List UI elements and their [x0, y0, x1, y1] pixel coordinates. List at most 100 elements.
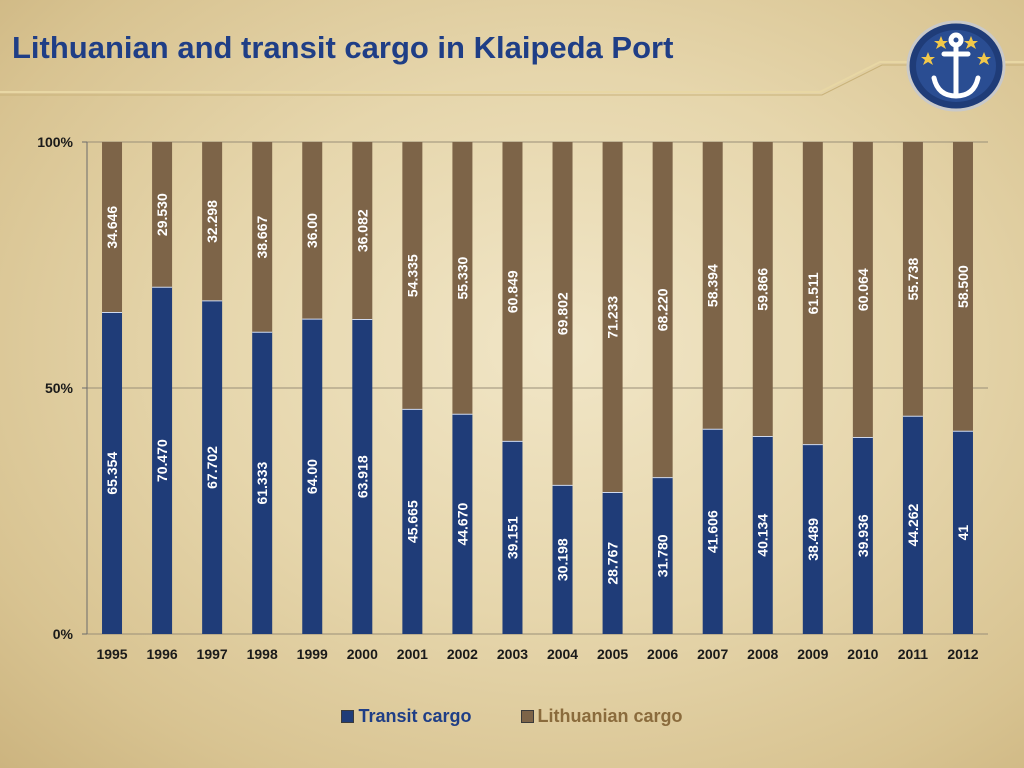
legend-label-lithuanian: Lithuanian cargo	[537, 706, 683, 726]
x-tick-label-1996: 1996	[147, 646, 178, 662]
legend-label-transit: Transit cargo	[358, 706, 472, 726]
legend-item-transit: Transit cargo	[341, 706, 472, 727]
data-label-lithuanian-1997: 32.298	[204, 200, 220, 243]
bar-transit-2012	[952, 431, 973, 634]
bar-lithuanian-2004	[552, 142, 573, 486]
bar-transit-1997	[202, 300, 223, 634]
bar-lithuanian-2010	[852, 142, 873, 438]
data-label-transit-2003: 39.151	[504, 516, 520, 559]
y-axis: 0% 50% 100%	[37, 134, 88, 642]
x-tick-label-2002: 2002	[447, 646, 478, 662]
data-label-transit-2012: 41	[955, 525, 971, 541]
bar-lithuanian-2008	[752, 142, 773, 437]
bar-lithuanian-2007	[702, 142, 723, 430]
x-tick-label-2006: 2006	[647, 646, 678, 662]
bar-lithuanian-2012	[952, 142, 973, 432]
data-label-transit-1995: 65.354	[104, 452, 120, 495]
data-label-transit-2010: 39.936	[855, 514, 871, 557]
data-label-lithuanian-1995: 34.646	[104, 206, 120, 249]
bar-lithuanian-1999	[302, 142, 323, 320]
data-label-lithuanian-2004: 69.802	[555, 292, 571, 335]
data-label-transit-2009: 38.489	[805, 518, 821, 561]
data-label-lithuanian-1999: 36.00	[304, 213, 320, 248]
x-tick-label-2001: 2001	[397, 646, 428, 662]
x-tick-label-2004: 2004	[547, 646, 578, 662]
x-tick-label-2012: 2012	[947, 646, 978, 662]
x-tick-label-1999: 1999	[297, 646, 328, 662]
x-tick-label-2005: 2005	[597, 646, 628, 662]
data-label-transit-2006: 31.780	[655, 534, 671, 577]
x-tick-label-2011: 2011	[898, 646, 929, 662]
bar-lithuanian-2003	[502, 142, 523, 442]
data-label-lithuanian-2009: 61.511	[805, 272, 821, 314]
bar-transit-2011	[902, 416, 923, 634]
legend-swatch-lithuanian	[520, 710, 534, 723]
bar-lithuanian-2001	[402, 142, 423, 410]
bar-lithuanian-1996	[152, 142, 173, 288]
bar-lithuanian-2005	[602, 142, 623, 493]
data-label-lithuanian-2011: 55.738	[905, 257, 921, 300]
bar-lithuanian-2009	[802, 142, 823, 445]
bar-transit-2010	[852, 437, 873, 634]
y-tick-label: 0%	[53, 626, 74, 642]
data-label-lithuanian-2008: 59.866	[755, 268, 771, 311]
data-label-transit-1996: 70.470	[154, 439, 170, 482]
bar-lithuanian-2002	[452, 142, 473, 415]
legend: Transit cargo Lithuanian cargo	[0, 706, 1024, 728]
x-tick-label-1997: 1997	[197, 646, 228, 662]
bar-lithuanian-1997	[202, 142, 223, 301]
x-tick-label-2008: 2008	[747, 646, 778, 662]
x-tick-label-2010: 2010	[847, 646, 878, 662]
bar-transit-2002	[452, 414, 473, 634]
x-tick-label-2000: 2000	[347, 646, 378, 662]
y-tick-label: 50%	[45, 380, 74, 396]
bar-lithuanian-2000	[352, 142, 373, 320]
bar-transit-2003	[502, 441, 523, 634]
x-tick-label-2009: 2009	[797, 646, 828, 662]
data-label-lithuanian-2012: 58.500	[955, 265, 971, 308]
bar-transit-2004	[552, 485, 573, 634]
bar-lithuanian-2006	[652, 142, 673, 478]
data-label-lithuanian-2002: 55.330	[454, 256, 470, 299]
data-label-transit-1997: 67.702	[204, 446, 220, 489]
bars	[102, 142, 973, 634]
bar-transit-2009	[802, 444, 823, 634]
x-tick-label-1998: 1998	[247, 646, 278, 662]
gridlines	[87, 141, 988, 635]
bar-transit-2006	[652, 477, 673, 634]
data-labels: 65.354 34.646 70.470 29.530 67.702 32.298 61.3…	[104, 193, 971, 585]
bar-transit-1995	[102, 312, 123, 634]
x-tick-label-2007: 2007	[697, 646, 728, 662]
bar-transit-2007	[702, 429, 723, 634]
star-icon	[921, 36, 991, 65]
data-label-lithuanian-2001: 54.335	[404, 254, 420, 297]
port-logo	[906, 20, 1006, 112]
data-label-lithuanian-2005: 71.233	[605, 296, 621, 339]
data-label-transit-2000: 63.918	[354, 455, 370, 498]
legend-item-lithuanian: Lithuanian cargo	[520, 706, 683, 727]
x-tick-label-1995: 1995	[96, 646, 127, 662]
bar-transit-1999	[302, 319, 323, 634]
bar-transit-2001	[402, 409, 423, 634]
data-label-lithuanian-2000: 36.082	[354, 209, 370, 252]
data-label-transit-1999: 64.00	[304, 459, 320, 494]
data-label-lithuanian-2007: 58.394	[705, 264, 721, 307]
bar-transit-2000	[352, 319, 373, 634]
data-label-transit-1998: 61.333	[254, 462, 270, 505]
legend-swatch-transit	[341, 710, 355, 723]
bar-transit-2005	[602, 492, 623, 634]
data-label-lithuanian-2010: 60.064	[855, 268, 871, 311]
stacked-bar-chart: 65.354 34.646 70.470 29.530 67.702 32.298 61.3…	[37, 134, 988, 662]
page-title: Lithuanian and transit cargo in Klaipeda…	[12, 30, 674, 65]
data-label-transit-2001: 45.665	[404, 500, 420, 543]
data-label-lithuanian-1998: 38.667	[254, 216, 270, 259]
data-label-transit-2005: 28.767	[605, 542, 621, 585]
y-tick-label: 100%	[37, 134, 73, 150]
x-axis: 1995 1996 1997 1998 1999 2000 2001 2002 2003 2004…	[96, 646, 978, 662]
data-label-lithuanian-1996: 29.530	[154, 193, 170, 236]
data-label-transit-2011: 44.262	[905, 503, 921, 546]
anchor-icon	[931, 32, 981, 99]
data-label-lithuanian-2006: 68.220	[655, 288, 671, 331]
bar-lithuanian-1998	[252, 142, 273, 333]
x-tick-label-2003: 2003	[497, 646, 528, 662]
